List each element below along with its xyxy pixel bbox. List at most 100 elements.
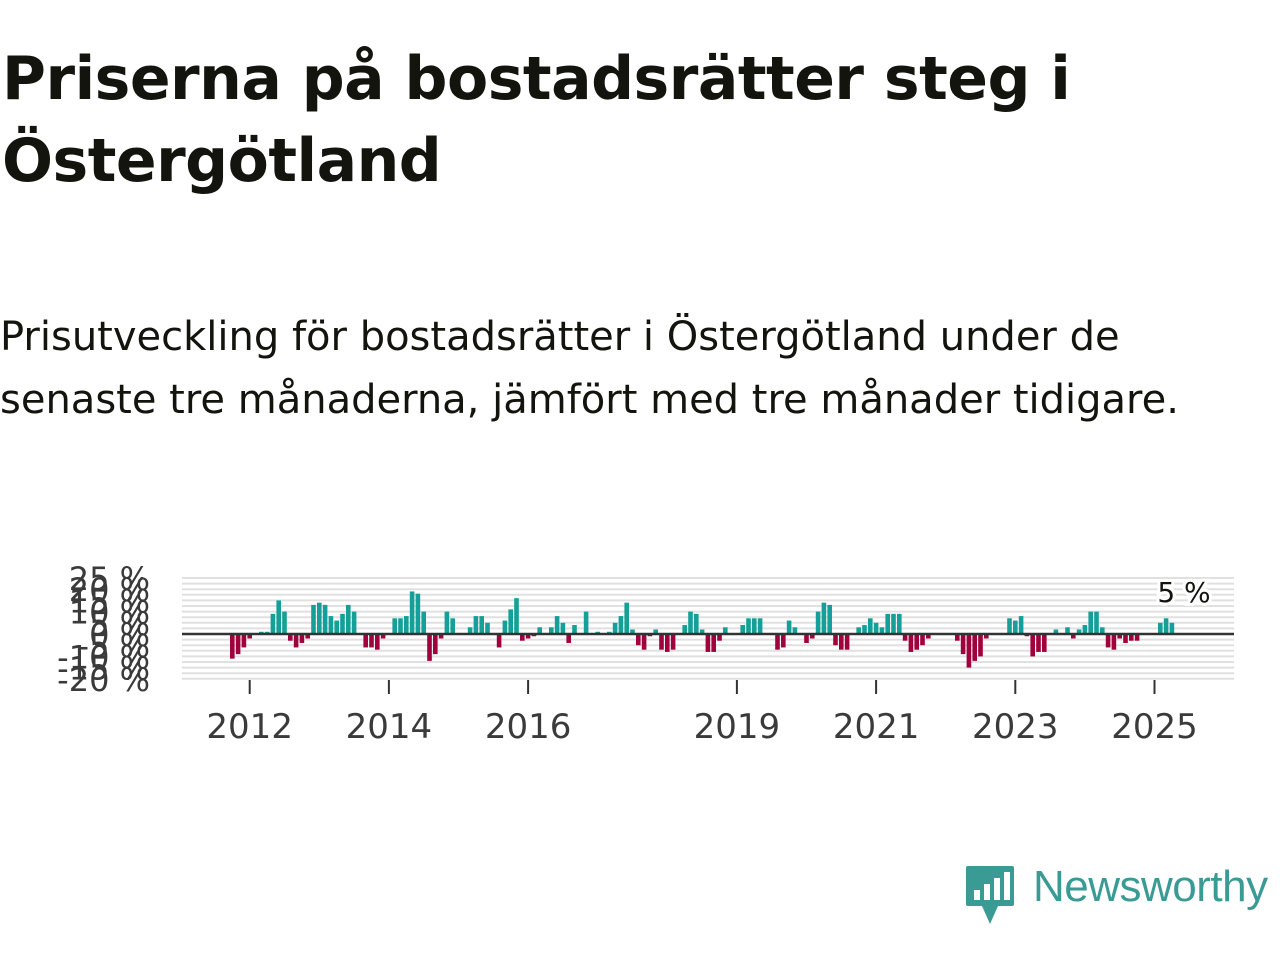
- bar: [242, 634, 247, 647]
- bar: [514, 598, 519, 634]
- bar: [688, 612, 693, 634]
- bar: [781, 634, 786, 647]
- bar: [1094, 612, 1099, 634]
- bar: [566, 634, 571, 643]
- bar: [961, 634, 966, 654]
- bar-chart: 25 %20 %15 %10 %5 %0 %-5 %-10 %-15 %-20 …: [0, 560, 1280, 760]
- bar: [1088, 612, 1093, 634]
- bar: [706, 634, 711, 652]
- bar: [868, 618, 873, 634]
- bar: [445, 612, 450, 634]
- bar: [300, 634, 305, 643]
- x-tick-label: 2012: [206, 707, 293, 747]
- x-tick-label: 2025: [1111, 707, 1198, 747]
- bar: [369, 634, 374, 647]
- x-tick-label: 2023: [972, 707, 1059, 747]
- bar: [1083, 625, 1088, 634]
- bar: [1036, 634, 1041, 652]
- bar: [897, 614, 902, 634]
- bar: [294, 634, 299, 647]
- bar: [323, 605, 328, 634]
- bar: [340, 614, 345, 634]
- x-tick-label: 2021: [833, 707, 920, 747]
- bar: [752, 618, 757, 634]
- last-value-label: 5 %: [1157, 576, 1210, 609]
- bar: [398, 618, 403, 634]
- bar: [978, 634, 983, 656]
- bar: [839, 634, 844, 650]
- bar: [479, 616, 484, 634]
- bar: [485, 623, 490, 634]
- bar: [1170, 623, 1175, 634]
- bar: [1007, 618, 1012, 634]
- bar: [392, 618, 397, 634]
- bar: [311, 605, 316, 634]
- bar: [885, 614, 890, 634]
- bar: [508, 609, 513, 634]
- bar: [1013, 621, 1018, 634]
- bar: [891, 614, 896, 634]
- bar: [659, 634, 664, 650]
- x-tick-label: 2014: [346, 707, 433, 747]
- x-tick-label: 2016: [485, 707, 572, 747]
- bar: [1164, 618, 1169, 634]
- bar: [920, 634, 925, 645]
- bar: [845, 634, 850, 650]
- bar: [584, 612, 589, 634]
- bar: [816, 612, 821, 634]
- bar: [1019, 616, 1024, 634]
- y-tick-label: -20 %: [57, 661, 150, 699]
- bar: [404, 616, 409, 634]
- bar: [740, 625, 745, 634]
- bar: [346, 605, 351, 634]
- bar: [711, 634, 716, 652]
- bar: [1106, 634, 1111, 647]
- bar: [862, 625, 867, 634]
- bar: [694, 614, 699, 634]
- chart-subtitle: Prisutveckling för bostadsrätter i Öster…: [0, 306, 1250, 432]
- bar: [787, 621, 792, 634]
- bar: [450, 618, 455, 634]
- bar: [746, 618, 751, 634]
- bar: [874, 623, 879, 634]
- bar: [967, 634, 972, 668]
- bar: [555, 616, 560, 634]
- bar: [758, 618, 763, 634]
- bar: [1112, 634, 1117, 650]
- bar: [624, 603, 629, 634]
- bar: [636, 634, 641, 645]
- bar: [619, 616, 624, 634]
- bar: [276, 600, 281, 634]
- bar: [352, 612, 357, 634]
- bar: [561, 623, 566, 634]
- brand-name: Newsworthy: [1033, 862, 1268, 912]
- bar: [334, 621, 339, 634]
- bar: [833, 634, 838, 645]
- bar: [410, 591, 415, 634]
- bar: [329, 616, 334, 634]
- bar: [972, 634, 977, 661]
- bar: [375, 634, 380, 650]
- bar: [804, 634, 809, 643]
- bar: [363, 634, 368, 647]
- bar: [909, 634, 914, 652]
- x-tick-label: 2019: [694, 707, 781, 747]
- bar: [613, 623, 618, 634]
- bar: [572, 625, 577, 634]
- bar: [503, 621, 508, 634]
- bar: [1123, 634, 1128, 643]
- bar: [827, 605, 832, 634]
- bar: [914, 634, 919, 650]
- bar: [474, 616, 479, 634]
- bar: [421, 612, 426, 634]
- bar: [433, 634, 438, 654]
- bar: [497, 634, 502, 647]
- bar: [236, 634, 241, 654]
- bar: [642, 634, 647, 650]
- bar: [1158, 623, 1163, 634]
- bar: [427, 634, 432, 661]
- bar: [775, 634, 780, 650]
- newsworthy-logo-icon: [964, 864, 1016, 926]
- bar: [317, 603, 322, 634]
- bar: [230, 634, 235, 659]
